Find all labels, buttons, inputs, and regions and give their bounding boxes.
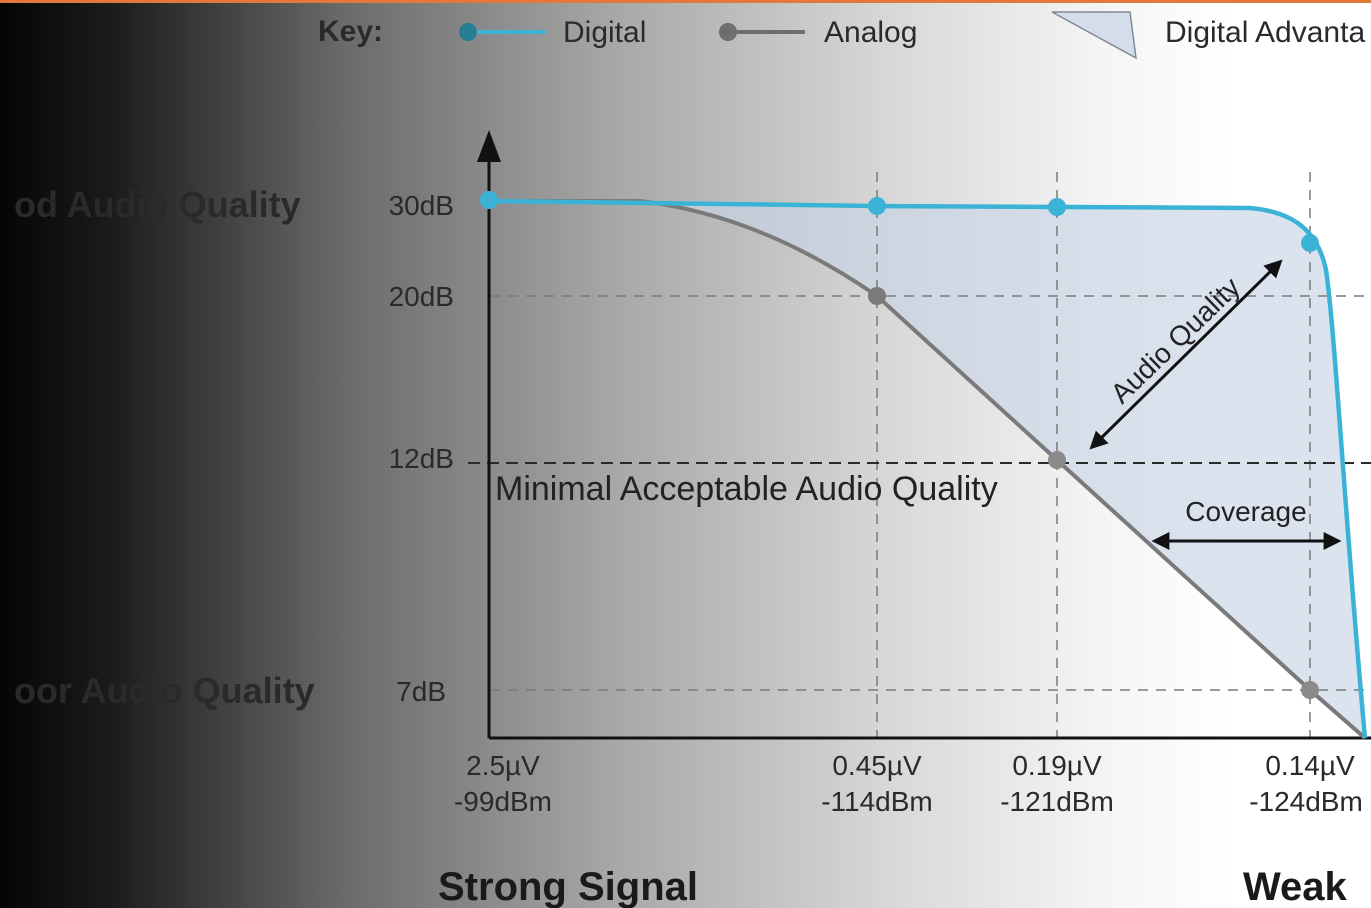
x-tick-dbm-3: -124dBm	[1249, 786, 1363, 817]
legend: Key: Digital Analog Digital Advanta	[318, 11, 1365, 60]
x-tick-dbm-0: -99dBm	[454, 786, 552, 817]
legend-key-label: Key:	[318, 15, 383, 48]
good-quality-label: od Audio Quality	[14, 184, 301, 225]
legend-analog-label: Analog	[824, 16, 917, 49]
y-axis-arrow	[477, 130, 501, 162]
weak-signal-label: Weak	[1243, 865, 1348, 908]
y-tick-12db: 12dB	[389, 443, 454, 474]
digital-point-124dbm	[1301, 234, 1319, 252]
analog-point-124dbm	[1301, 681, 1319, 699]
legend-advantage-swatch	[1051, 11, 1137, 60]
y-tick-20db: 20dB	[389, 281, 454, 312]
x-tick-uv-1: 0.45µV	[832, 750, 922, 781]
legend-advantage-label: Digital Advanta	[1165, 16, 1365, 49]
strong-signal-label: Strong Signal	[438, 865, 698, 908]
digital-point-99dbm	[480, 191, 498, 209]
y-tick-30db: 30dB	[389, 190, 454, 221]
digital-markers	[480, 191, 1319, 252]
gridlines	[490, 172, 1371, 738]
y-tick-7db: 7dB	[396, 676, 446, 707]
analog-point-114dbm	[868, 287, 886, 305]
poor-quality-label: oor Audio Quality	[14, 670, 315, 711]
min-quality-label: Minimal Acceptable Audio Quality	[495, 470, 998, 508]
digital-point-121dbm	[1048, 198, 1066, 216]
x-tick-dbm-2: -121dBm	[1000, 786, 1114, 817]
digital-point-114dbm	[868, 197, 886, 215]
x-tick-uv-0: 2.5µV	[466, 750, 540, 781]
x-tick-uv-3: 0.14µV	[1265, 750, 1355, 781]
digital-curve	[488, 198, 1368, 739]
legend-analog-marker	[719, 23, 737, 41]
coverage-label: Coverage	[1185, 496, 1306, 527]
x-tick-uv-2: 0.19µV	[1012, 750, 1102, 781]
analog-markers	[868, 287, 1319, 699]
analog-point-121dbm	[1048, 451, 1066, 469]
x-tick-dbm-1: -114dBm	[821, 786, 933, 817]
legend-digital-label: Digital	[563, 16, 646, 49]
top-accent-line	[0, 0, 1371, 3]
audio-quality-arrow	[1089, 259, 1283, 450]
legend-digital-marker	[459, 23, 477, 41]
